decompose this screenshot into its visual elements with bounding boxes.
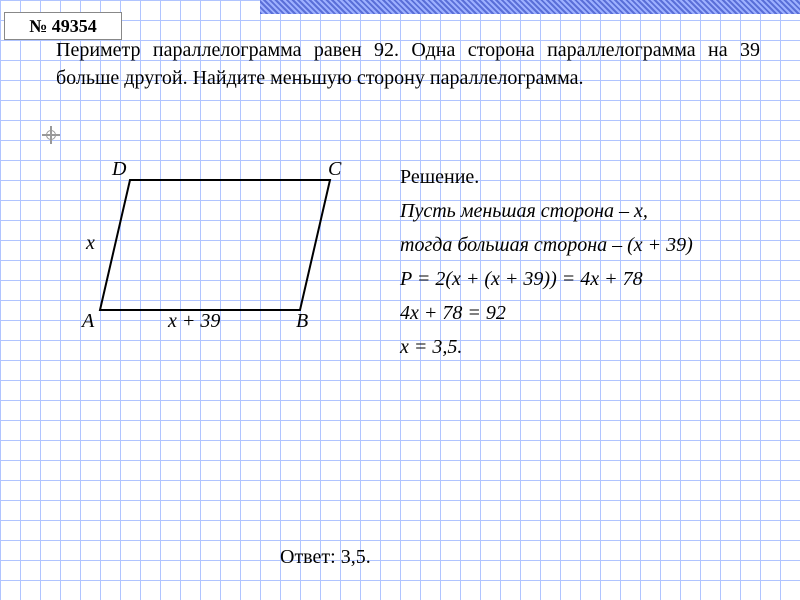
solution-line-3: P = 2(x + (x + 39)) = 4x + 78 — [400, 262, 780, 296]
vertex-c-label: C — [328, 158, 341, 181]
solution-title: Решение. — [400, 160, 780, 194]
solution-line-1: Пусть меньшая сторона – x, — [400, 194, 780, 228]
answer-block: Ответ: 3,5. — [280, 546, 371, 569]
top-stripe — [260, 0, 800, 14]
parallelogram-shape — [100, 180, 330, 310]
parallelogram-figure: D C A B x x + 39 — [80, 160, 360, 340]
solution-line-5: x = 3,5. — [400, 330, 780, 364]
problem-text: Периметр параллелограмма равен 92. Одна … — [56, 36, 760, 92]
vertex-d-label: D — [112, 158, 126, 181]
placeholder-mark-icon — [42, 126, 60, 144]
answer-value: 3,5. — [341, 546, 371, 568]
vertex-b-label: B — [296, 310, 308, 333]
side-bottom-label: x + 39 — [168, 310, 220, 333]
problem-number: № 49354 — [29, 16, 97, 37]
side-left-label: x — [86, 232, 95, 255]
solution-block: Решение. Пусть меньшая сторона – x, тогд… — [400, 160, 780, 364]
vertex-a-label: A — [82, 310, 94, 333]
solution-line-2: тогда большая сторона – (x + 39) — [400, 228, 780, 262]
solution-line-4: 4x + 78 = 92 — [400, 296, 780, 330]
answer-label: Ответ: — [280, 546, 336, 568]
